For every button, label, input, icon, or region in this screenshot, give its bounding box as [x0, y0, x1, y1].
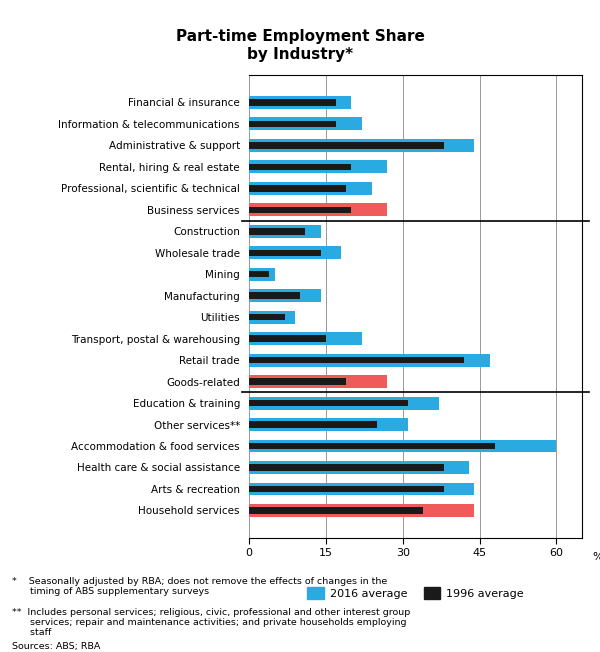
Bar — [249, 418, 408, 431]
Bar — [249, 482, 475, 496]
Bar — [249, 396, 439, 409]
Bar — [249, 121, 336, 127]
Bar — [249, 357, 464, 363]
Bar — [249, 464, 443, 471]
Bar — [249, 228, 305, 235]
Bar — [249, 182, 372, 195]
Bar — [249, 421, 377, 428]
Bar — [249, 461, 469, 474]
Bar — [249, 271, 269, 278]
Bar — [249, 439, 556, 452]
Text: Part-time Employment Share
by Industry*: Part-time Employment Share by Industry* — [176, 29, 424, 62]
Text: **  Includes personal services; religious, civic, professional and other interes: ** Includes personal services; religious… — [12, 608, 410, 638]
Bar — [249, 96, 352, 109]
Text: *    Seasonally adjusted by RBA; does not remove the effects of changes in the
 : * Seasonally adjusted by RBA; does not r… — [12, 577, 387, 597]
Bar — [249, 375, 388, 388]
Bar — [249, 203, 388, 216]
Bar — [249, 117, 362, 130]
Bar — [249, 139, 475, 152]
Bar — [249, 400, 408, 406]
Bar — [249, 289, 321, 302]
Bar — [249, 311, 295, 323]
Legend: 2016 average, 1996 average: 2016 average, 1996 average — [303, 583, 528, 603]
Bar — [249, 99, 336, 106]
Bar — [249, 443, 495, 449]
Bar — [249, 185, 346, 192]
Bar — [249, 333, 362, 345]
Bar — [249, 207, 352, 213]
Text: Sources: ABS; RBA: Sources: ABS; RBA — [12, 642, 100, 651]
Bar — [249, 142, 443, 149]
Bar — [249, 160, 388, 173]
Bar — [249, 268, 275, 280]
Bar — [249, 164, 352, 170]
Bar — [249, 293, 300, 299]
Bar — [249, 314, 285, 320]
Bar — [249, 507, 423, 514]
Bar — [249, 335, 326, 342]
Bar — [249, 378, 346, 385]
Bar — [249, 246, 341, 259]
Bar — [249, 353, 490, 366]
Bar — [249, 250, 321, 256]
Bar — [249, 486, 443, 492]
Bar — [249, 504, 475, 517]
Bar — [249, 225, 321, 238]
Text: %: % — [592, 552, 600, 562]
